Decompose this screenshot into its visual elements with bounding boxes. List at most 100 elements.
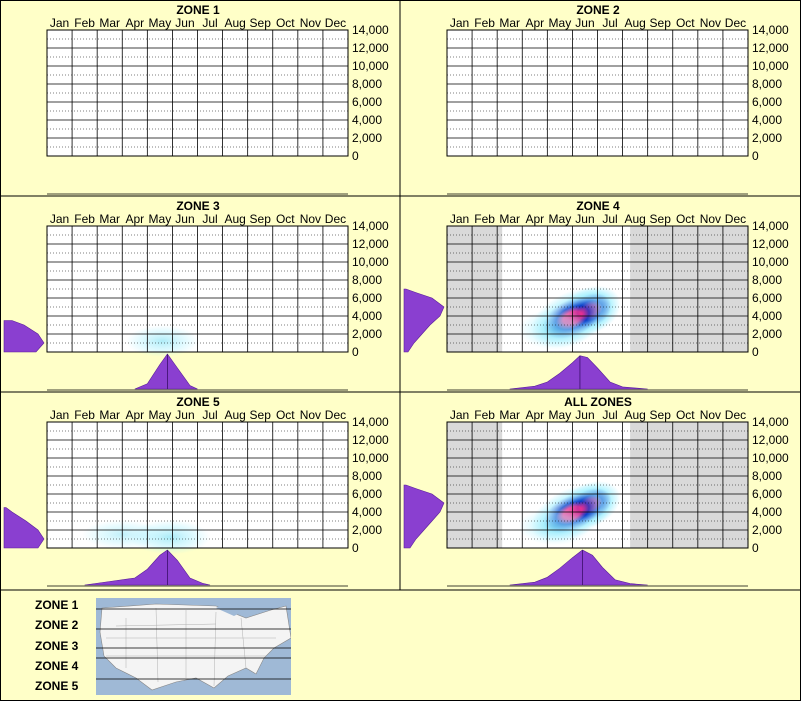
y-tick-label: 10,000: [352, 59, 389, 73]
month-label: Feb: [474, 408, 495, 422]
heat-hotspot: [126, 325, 199, 358]
y-tick-label: 4,000: [352, 505, 382, 519]
y-tick-label: 4,000: [752, 309, 782, 323]
month-label: Dec: [725, 212, 746, 226]
month-label: Dec: [725, 408, 746, 422]
month-label: Oct: [676, 16, 695, 30]
y-tick-label: 0: [752, 541, 759, 555]
month-label: Apr: [125, 212, 144, 226]
month-label: Feb: [74, 16, 95, 30]
y-tick-label: 10,000: [352, 451, 389, 465]
chart-title: ZONE 5: [176, 395, 220, 409]
month-label: May: [149, 16, 172, 30]
month-label: Jan: [450, 212, 469, 226]
y-tick-label: 10,000: [752, 59, 789, 73]
y-tick-label: 4,000: [352, 113, 382, 127]
us-map-icon: [96, 598, 291, 695]
y-tick-label: 6,000: [352, 487, 382, 501]
y-tick-label: 0: [752, 345, 759, 359]
y-tick-label: 6,000: [752, 291, 782, 305]
chart-panel-5: ZONE 5 Jan Feb Mar Apr May Jun Jul Aug Sep Oct Nov D…: [3, 395, 389, 587]
plot-border: [46, 225, 349, 353]
chart-title: ZONE 1: [176, 3, 220, 17]
legend-zone-2: ZONE 2: [35, 618, 79, 632]
y-tick-label: 14,000: [352, 415, 389, 429]
month-label: Oct: [276, 16, 295, 30]
month-label: Aug: [624, 16, 645, 30]
y-tick-label: 10,000: [352, 255, 389, 269]
y-tick-label: 12,000: [352, 237, 389, 251]
month-label: Jun: [575, 16, 594, 30]
month-label: Jan: [50, 212, 69, 226]
y-tick-label: 12,000: [752, 41, 789, 55]
month-label: Jul: [602, 408, 617, 422]
y-tick-label: 6,000: [752, 95, 782, 109]
month-label: Apr: [525, 212, 544, 226]
month-label: Jan: [50, 408, 69, 422]
month-label: Dec: [325, 212, 346, 226]
y-tick-label: 4,000: [352, 309, 382, 323]
y-tick-label: 8,000: [752, 273, 782, 287]
y-tick-label: 0: [352, 541, 359, 555]
elevation-density: [403, 484, 445, 549]
heat-hotspot: [518, 309, 591, 350]
y-tick-label: 4,000: [752, 113, 782, 127]
month-label: Mar: [99, 212, 120, 226]
month-label: Aug: [624, 408, 645, 422]
y-tick-label: 10,000: [752, 255, 789, 269]
month-label: Sep: [250, 408, 272, 422]
legend-zone-3: ZONE 3: [35, 639, 79, 653]
month-label: Aug: [224, 16, 245, 30]
chart-panel-3: ZONE 3 Jan Feb Mar Apr May Jun Jul Aug Sep Oct Nov D…: [3, 199, 389, 391]
chart-title: ALL ZONES: [564, 395, 632, 409]
chart-title: ZONE 3: [176, 199, 220, 213]
plot-border: [46, 29, 349, 157]
month-label: Nov: [700, 408, 721, 422]
month-label: Sep: [650, 408, 672, 422]
month-label: Sep: [650, 212, 672, 226]
month-label: Sep: [250, 16, 272, 30]
y-tick-label: 0: [352, 149, 359, 163]
month-label: Jan: [50, 16, 69, 30]
month-label: Apr: [525, 408, 544, 422]
month-density: [84, 549, 211, 586]
month-label: Jul: [202, 212, 217, 226]
plot-border: [446, 29, 749, 157]
month-label: Jul: [602, 212, 617, 226]
y-tick-label: 12,000: [352, 41, 389, 55]
y-tick-label: 4,000: [752, 505, 782, 519]
month-label: Aug: [224, 408, 245, 422]
month-density: [134, 353, 198, 390]
month-label: Dec: [725, 16, 746, 30]
y-tick-label: 8,000: [352, 469, 382, 483]
month-label: Apr: [125, 16, 144, 30]
month-label: Jun: [175, 212, 194, 226]
month-label: May: [149, 212, 172, 226]
chart-panel-6: ALL ZONES Jan Feb Mar Apr May Jun Jul Aug Sep Oct N…: [403, 395, 789, 587]
month-label: Mar: [99, 16, 120, 30]
month-label: May: [149, 408, 172, 422]
y-tick-label: 6,000: [352, 291, 382, 305]
month-label: Jun: [575, 408, 594, 422]
elevation-density: [403, 288, 445, 353]
month-label: Feb: [74, 212, 95, 226]
y-tick-label: 2,000: [352, 523, 382, 537]
month-label: Jul: [202, 408, 217, 422]
month-label: Jun: [575, 212, 594, 226]
y-tick-label: 8,000: [352, 273, 382, 287]
month-density: [509, 549, 648, 586]
elevation-density: [3, 507, 45, 549]
month-label: Feb: [474, 212, 495, 226]
heat-hotspot: [518, 507, 591, 546]
month-label: Nov: [700, 212, 721, 226]
elevation-density: [3, 320, 45, 353]
y-tick-label: 12,000: [752, 433, 789, 447]
y-tick-label: 14,000: [752, 23, 789, 37]
month-label: Mar: [99, 408, 120, 422]
y-tick-label: 2,000: [752, 131, 782, 145]
month-label: Jun: [175, 408, 194, 422]
y-tick-label: 10,000: [752, 451, 789, 465]
y-tick-label: 0: [752, 149, 759, 163]
month-label: Oct: [676, 212, 695, 226]
